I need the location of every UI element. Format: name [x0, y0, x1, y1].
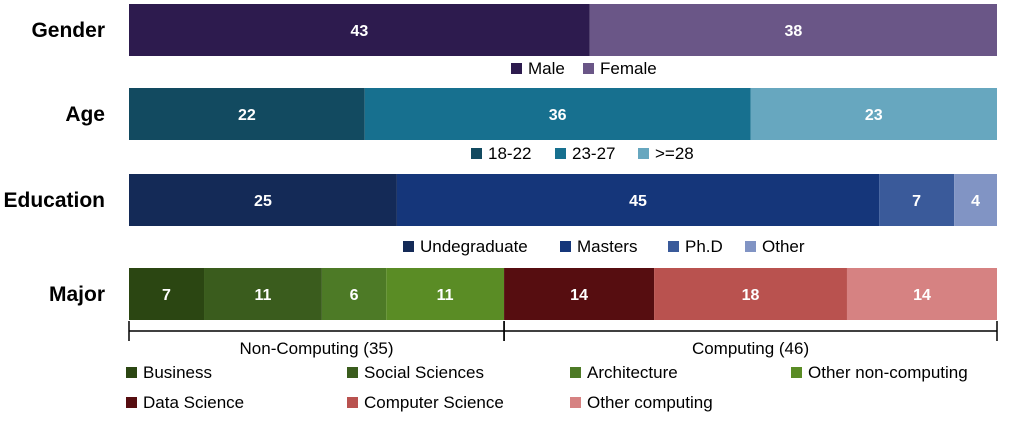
bar-segment-age-23-27	[364, 88, 751, 140]
legend-swatch-female	[583, 63, 594, 74]
bar-segment-age-28	[750, 88, 997, 140]
bar-segment-age-18-22	[129, 88, 365, 140]
bar-segment-education-other	[954, 174, 997, 226]
row-label-education: Education	[3, 189, 105, 212]
legend-label-masters: Masters	[577, 237, 637, 256]
row-label-major: Major	[49, 283, 105, 306]
bars-layer: Gender 43 38 Age 22 36 23 Education 25 45 7 4 Major 7…	[3, 4, 997, 320]
legend-swatch-computer-science	[347, 397, 358, 408]
legend-label-male: Male	[528, 59, 565, 78]
data-label-major-computer-science: 18	[742, 287, 760, 304]
legend-swatch-male	[511, 63, 522, 74]
legend-label-architecture: Architecture	[587, 363, 678, 382]
legend-swatch-masters	[560, 241, 571, 252]
bar-segment-major-architecture	[321, 268, 387, 320]
legend-label-other-non-computing: Other non-computing	[808, 363, 968, 382]
legend-label-undegraduate: Undegraduate	[420, 237, 528, 256]
data-label-major-other-non-computing: 11	[437, 287, 454, 304]
legend-layer: Male Female 18-22 23-27 >=28 Undegraduate Mast…	[126, 59, 968, 412]
bar-segment-major-data-science	[504, 268, 655, 320]
data-label-major-architecture: 6	[350, 287, 359, 304]
bar-segment-major-business	[129, 268, 205, 320]
data-label-education-other: 4	[971, 193, 980, 210]
legend-label-other: Other	[762, 237, 805, 256]
data-label-major-other-computing: 14	[913, 287, 931, 304]
legend-swatch-architecture	[570, 367, 581, 378]
data-label-gender-female: 38	[784, 23, 802, 40]
legend-swatch-social-sciences	[347, 367, 358, 378]
data-label-education-masters: 45	[629, 193, 647, 210]
legend-swatch-undegraduate	[403, 241, 414, 252]
bar-segment-gender-male	[129, 4, 590, 56]
legend-label-business: Business	[143, 363, 212, 382]
bar-segment-major-other-computing	[846, 268, 997, 320]
legend-swatch-data-science	[126, 397, 137, 408]
legend-label-computer-science: Computer Science	[364, 393, 504, 412]
bar-segment-education-undegraduate	[129, 174, 397, 226]
data-label-age-18-22: 22	[238, 107, 256, 124]
legend-label-ph-d: Ph.D	[685, 237, 723, 256]
legend-label-28: >=28	[655, 144, 694, 163]
row-label-age: Age	[65, 103, 105, 126]
legend-label-social-sciences: Social Sciences	[364, 363, 484, 382]
legend-swatch-18-22	[471, 148, 482, 159]
bar-segment-major-computer-science	[654, 268, 847, 320]
legend-label-data-science: Data Science	[143, 393, 244, 412]
legend-swatch-23-27	[555, 148, 566, 159]
legend-label-female: Female	[600, 59, 657, 78]
legend-label-other-computing: Other computing	[587, 393, 713, 412]
legend-swatch-business	[126, 367, 137, 378]
data-label-major-social-sciences: 11	[254, 287, 271, 304]
data-label-age-28: 23	[865, 107, 883, 124]
group-label-computing-46: Computing (46)	[692, 339, 809, 358]
bar-segment-gender-female	[589, 4, 997, 56]
row-label-gender: Gender	[31, 19, 105, 42]
data-label-age-23-27: 36	[549, 107, 567, 124]
group-label-non-computing-35: Non-Computing (35)	[240, 339, 394, 358]
bar-segment-education-masters	[396, 174, 880, 226]
data-label-major-business: 7	[162, 287, 171, 304]
group-brace-non-computing-35	[128, 321, 505, 341]
group-brace-computing-46	[503, 321, 998, 341]
legend-swatch-other	[745, 241, 756, 252]
group-braces: Non-Computing (35) Computing (46)	[128, 321, 998, 358]
data-label-education-undegraduate: 25	[254, 193, 272, 210]
data-label-major-data-science: 14	[570, 287, 588, 304]
bar-segment-major-social-sciences	[204, 268, 322, 320]
bar-segment-major-other-non-computing	[386, 268, 505, 320]
data-label-gender-male: 43	[350, 23, 368, 40]
data-label-education-ph-d: 7	[912, 193, 921, 210]
legend-label-18-22: 18-22	[488, 144, 531, 163]
legend-swatch-ph-d	[668, 241, 679, 252]
legend-label-23-27: 23-27	[572, 144, 615, 163]
legend-swatch-other-non-computing	[791, 367, 802, 378]
legend-swatch-28	[638, 148, 649, 159]
bar-segment-education-ph-d	[879, 174, 955, 226]
legend-swatch-other-computing	[570, 397, 581, 408]
